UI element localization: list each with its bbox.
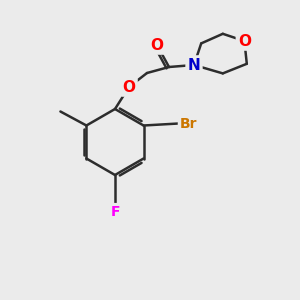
Text: Br: Br (180, 116, 197, 130)
Text: O: O (151, 38, 164, 52)
Text: O: O (122, 80, 136, 94)
Text: F: F (110, 205, 120, 219)
Text: N: N (188, 58, 200, 73)
Text: O: O (238, 34, 251, 49)
